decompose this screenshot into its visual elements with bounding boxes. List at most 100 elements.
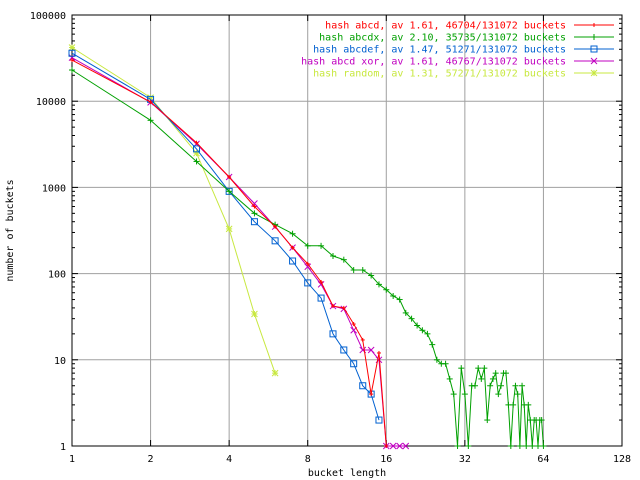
y-tick-label: 1000 (42, 183, 66, 194)
legend-entry: hash random, av 1.31, 57271/131072 bucke… (313, 69, 614, 80)
data-point (194, 140, 199, 145)
data-point (329, 330, 337, 338)
data-point (250, 218, 258, 226)
series-group (68, 44, 547, 450)
y-tick-label: 100000 (30, 11, 66, 22)
data-point (402, 442, 410, 450)
x-tick-label: 4 (226, 454, 232, 465)
data-point (290, 245, 295, 250)
legend-entry: hash abcdx, av 2.10, 35735/131072 bucket… (319, 33, 614, 44)
data-point (319, 279, 324, 284)
data-point (305, 261, 310, 266)
data-point (414, 322, 421, 329)
x-tick-label: 8 (305, 454, 311, 465)
data-point (510, 401, 517, 408)
data-point (465, 443, 472, 449)
data-point (227, 175, 232, 180)
x-tick-label: 128 (613, 454, 631, 465)
series-line (71, 52, 380, 421)
data-point (271, 237, 279, 245)
data-point (454, 443, 461, 449)
data-point (304, 279, 312, 287)
series-line (71, 57, 406, 447)
data-point (492, 370, 499, 377)
data-point (523, 443, 530, 449)
data-point (389, 442, 397, 450)
data-point (534, 443, 541, 449)
legend-marker (590, 45, 598, 53)
data-point (472, 382, 479, 389)
data-point (429, 341, 436, 348)
data-point (383, 286, 390, 293)
data-point (487, 382, 494, 389)
data-point (495, 391, 502, 398)
data-point (450, 391, 457, 398)
data-point (340, 256, 347, 263)
data-point (458, 365, 465, 372)
data-point (433, 356, 440, 363)
data-point (369, 392, 374, 397)
legend-marker (591, 34, 597, 40)
data-point (367, 346, 375, 354)
legend-label: hash random, av 1.31, 57271/131072 bucke… (313, 69, 566, 80)
legend-marker (590, 57, 598, 65)
legend-label: hash abcd xor, av 1.61, 46767/131072 buc… (301, 57, 566, 68)
data-point (340, 346, 348, 354)
data-point (68, 49, 76, 57)
data-point (350, 267, 357, 274)
data-point (375, 281, 382, 288)
x-tick-label: 2 (148, 454, 154, 465)
x-tick-label: 1 (69, 454, 75, 465)
data-point (359, 267, 366, 274)
data-point (446, 375, 453, 382)
axis-ticks: 1 2 4 8 16 32 64 128 1 10 100 1000 10000 100000 (30, 11, 631, 465)
legend-marker (590, 69, 598, 77)
data-point (271, 369, 279, 377)
legend-label: hash abcd, av 1.61, 46704/131072 buckets (325, 21, 566, 32)
data-point (273, 224, 278, 229)
legend-entry: hash abcd xor, av 1.61, 46767/131072 buc… (301, 57, 614, 68)
data-point (225, 225, 233, 233)
data-point (367, 390, 375, 398)
legend-entry: hash abcd, av 1.61, 46704/131072 buckets (325, 21, 614, 32)
legend-label: hash abcdx, av 2.10, 35735/131072 bucket… (319, 33, 566, 44)
data-point (147, 117, 154, 124)
legend: hash abcd, av 1.61, 46704/131072 buckets… (301, 21, 614, 80)
data-point (70, 58, 74, 63)
data-point (390, 292, 397, 299)
data-point (360, 337, 365, 342)
data-point (529, 443, 536, 449)
data-point (402, 309, 409, 316)
data-point (408, 315, 415, 322)
series-line (71, 59, 387, 447)
data-point (304, 263, 312, 271)
data-point (516, 443, 523, 449)
data-point (193, 149, 200, 157)
data-point (318, 242, 325, 249)
series-4 (68, 44, 279, 377)
data-point (512, 382, 519, 389)
data-point (376, 350, 381, 355)
data-point (350, 360, 358, 368)
legend-entry: hash abcdef, av 1.47, 51271/131072 bucke… (313, 45, 614, 56)
data-point (330, 253, 337, 260)
data-point (252, 204, 257, 209)
y-tick-label: 100 (48, 270, 66, 281)
grid (72, 15, 622, 446)
data-point (497, 382, 504, 389)
data-point (419, 327, 426, 334)
data-point (193, 145, 201, 153)
plot-frame (71, 14, 623, 447)
y-tick-label: 1 (60, 442, 66, 453)
x-tick-label: 16 (380, 454, 392, 465)
data-point (442, 360, 449, 367)
data-point (148, 99, 153, 104)
data-point (538, 417, 545, 424)
x-tick-label: 32 (459, 454, 471, 465)
data-point (519, 382, 526, 389)
data-point (507, 443, 514, 449)
x-tick-label: 64 (537, 454, 549, 465)
y-axis-label: number of buckets (5, 179, 16, 281)
data-point (68, 44, 76, 51)
